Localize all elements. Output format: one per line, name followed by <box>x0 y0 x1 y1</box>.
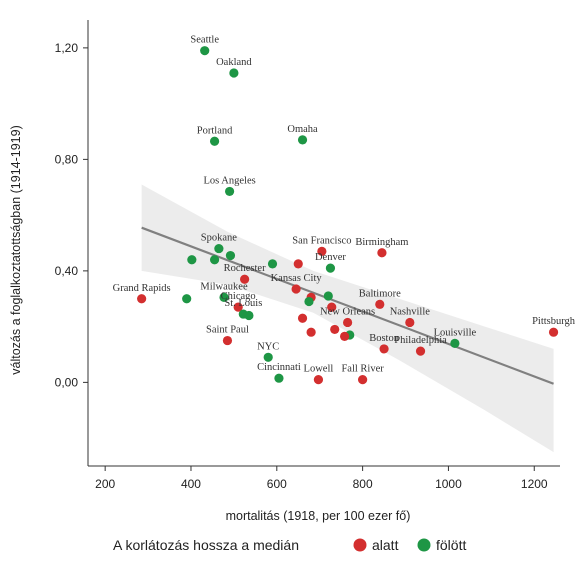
point-label: Cincinnati <box>257 362 301 373</box>
y-axis-title: változás a foglalkoztatottságban (1914-1… <box>9 125 23 374</box>
point-label: Denver <box>315 252 346 263</box>
point-label: Kansas City <box>271 273 323 284</box>
data-point <box>209 136 220 146</box>
point-label: Philadelphia <box>394 335 447 346</box>
data-point <box>209 255 220 265</box>
point-label: Nashville <box>390 306 431 317</box>
data-point <box>240 274 250 284</box>
legend-label-alatt: alatt <box>372 537 399 553</box>
data-point <box>343 317 353 328</box>
data-point <box>200 46 210 56</box>
point-label: Birmingham <box>355 237 408 248</box>
data-point <box>274 373 284 383</box>
point-label: Omaha <box>287 124 318 135</box>
point-label: Oakland <box>216 57 252 68</box>
data-point <box>225 186 235 197</box>
data-point <box>317 246 327 256</box>
data-point <box>323 291 333 301</box>
point-label: San Francisco <box>292 235 351 246</box>
point-label: Los Angeles <box>203 175 255 186</box>
data-point <box>313 374 324 385</box>
data-point <box>291 284 301 294</box>
axes: 200 400 600 800 1000 1200 0,00 0,40 0,80 1,20 <box>55 20 560 491</box>
data-point <box>263 352 273 362</box>
point-label: Milwaukee <box>200 281 248 292</box>
point-label: Chicago <box>221 291 256 302</box>
legend-label-felett: fölött <box>436 537 466 553</box>
y-tick-label: 0,40 <box>55 264 79 278</box>
point-label: Spokane <box>201 233 238 244</box>
data-point <box>330 324 340 335</box>
point-label: St. Louis <box>224 298 262 309</box>
data-point <box>327 302 337 312</box>
data-point <box>293 259 303 269</box>
point-label: Seattle <box>190 35 219 46</box>
point-label: Pittsburgh <box>532 316 576 327</box>
data-point <box>233 302 243 312</box>
x-tick-label: 200 <box>95 477 115 491</box>
data-point <box>187 255 197 265</box>
data-point <box>358 374 368 385</box>
data-point <box>306 327 316 337</box>
data-point <box>548 327 559 337</box>
point-label: NYC <box>257 341 279 352</box>
data-point <box>267 259 278 269</box>
x-tick-label: 800 <box>353 477 373 491</box>
regression-line <box>141 226 554 385</box>
x-tick-label: 1000 <box>435 477 462 491</box>
data-point <box>137 294 147 304</box>
point-label: Louisville <box>434 327 477 338</box>
point-label: Lowell <box>304 364 334 375</box>
y-tick-label: 1,20 <box>55 41 79 55</box>
data-point <box>405 317 415 328</box>
x-tick-label: 600 <box>267 477 287 491</box>
legend: A korlátozás hossza a medián alatt fölöt… <box>113 537 466 553</box>
x-tick-label: 400 <box>181 477 201 491</box>
data-point <box>225 250 236 261</box>
x-tick-label: 1200 <box>521 477 548 491</box>
data-point <box>182 294 192 304</box>
y-tick-label: 0,00 <box>55 375 79 389</box>
point-label: Saint Paul <box>206 325 249 336</box>
point-label: Boston <box>369 333 400 344</box>
legend-marker-felett <box>417 538 431 552</box>
data-point <box>222 335 233 346</box>
y-tick-label: 0,80 <box>55 152 79 166</box>
point-label: Grand Rapids <box>113 283 171 294</box>
data-point <box>415 346 426 356</box>
legend-title: A korlátozás hossza a medián <box>113 537 299 553</box>
x-axis-title: mortalitás (1918, per 100 ezer fő) <box>226 509 411 523</box>
data-point <box>244 310 254 321</box>
point-label: New Orleans <box>320 306 375 317</box>
data-point <box>377 248 387 258</box>
data-point <box>450 338 460 348</box>
data-point <box>297 135 308 145</box>
data-point <box>219 292 229 302</box>
point-label: Portland <box>197 125 233 136</box>
data-point <box>304 296 314 307</box>
data-point <box>339 331 350 341</box>
legend-marker-alatt <box>353 538 367 552</box>
point-label: Fall River <box>341 364 384 375</box>
data-point <box>325 263 336 273</box>
data-point <box>229 68 239 78</box>
data-point <box>375 299 385 309</box>
point-label: Rochester <box>224 263 266 274</box>
point-label: Baltimore <box>359 288 401 299</box>
data-points <box>137 46 559 385</box>
point-labels: Seattle Oakland Portland Omaha Los Angeles Sp… <box>113 35 576 375</box>
data-point <box>379 344 389 354</box>
regression-line-layer <box>141 226 554 385</box>
data-point <box>214 243 224 254</box>
data-point <box>297 313 308 323</box>
